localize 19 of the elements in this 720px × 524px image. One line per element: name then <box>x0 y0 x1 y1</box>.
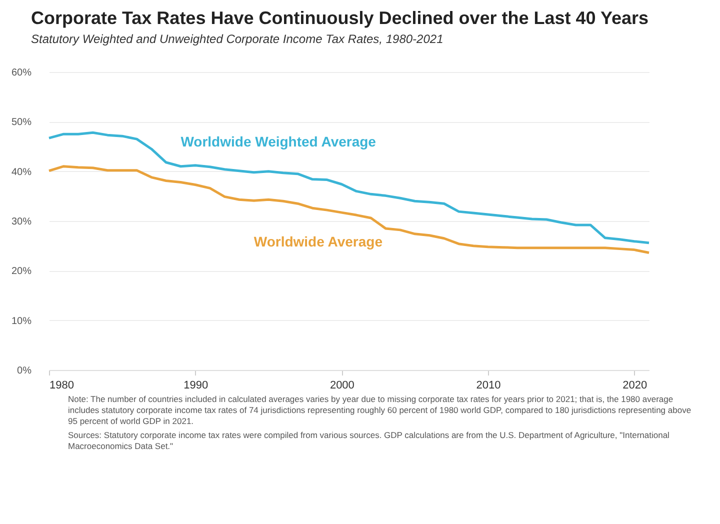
y-tick-label: 10% <box>11 316 32 327</box>
y-tick-label: 0% <box>17 366 32 376</box>
chart-title: Corporate Tax Rates Have Continuously Declined over the Last 40 Years <box>30 8 649 28</box>
y-tick-label: 20% <box>11 266 32 278</box>
x-tick-label: 2020 <box>622 380 648 392</box>
x-tick-label: 1980 <box>50 380 74 392</box>
text: Note: The number of countries included in calculated averages varies by year due to missing corporate tax rates for years prior to 2021; that is, the 1980 average includes statutory corporate income tax rates of 74 jurisdictions representing roughly 60 percent of 1980 world GDP, compared to 180 jurisdictions representing above 95 percent of world GDP in 2021. <box>68 394 692 428</box>
x-tick-label: 2000 <box>330 380 354 392</box>
y-tick-label: 30% <box>11 216 32 228</box>
source-note: Sources: Statutory corporate income tax rates were compiled from various sources. GDP calculations are from the U.S. Department of Agriculture, "International Macroeconomics Data Set." <box>68 430 670 452</box>
chart-subtitle: Statutory Weighted and Unweighted Corporate Income Tax Rates, 1980-2021 <box>30 32 444 46</box>
series-label: Worldwide Average <box>254 234 383 250</box>
y-tick-label: 50% <box>11 117 32 128</box>
x-tick-label: 1990 <box>184 380 208 392</box>
series-label: Worldwide Weighted Average <box>180 133 376 150</box>
x-tick-label: 2010 <box>476 380 501 392</box>
line-series <box>48 165 650 254</box>
y-tick-label: 60% <box>11 68 32 78</box>
y-tick-label: 40% <box>11 166 32 178</box>
